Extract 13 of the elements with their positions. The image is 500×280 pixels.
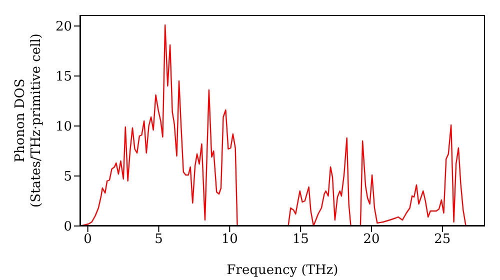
- x-tick-label: 0: [84, 232, 92, 248]
- x-tick-label: 25: [434, 232, 451, 248]
- y-tick-label: 0: [64, 220, 72, 235]
- y-tick-label: 15: [55, 70, 72, 85]
- y-axis-title: Phonon DOS (States/THz·primitive cell): [13, 33, 44, 208]
- x-axis-title: Frequency (THz): [226, 263, 338, 278]
- y-tick-label: 10: [55, 120, 72, 135]
- x-tick-label: 15: [292, 232, 309, 248]
- x-tick-label: 5: [154, 232, 163, 248]
- y-tick-label: 5: [64, 170, 72, 185]
- x-tick-label: 10: [221, 232, 238, 248]
- y-tick-label: 20: [55, 20, 72, 35]
- x-tick-label: 20: [363, 232, 380, 248]
